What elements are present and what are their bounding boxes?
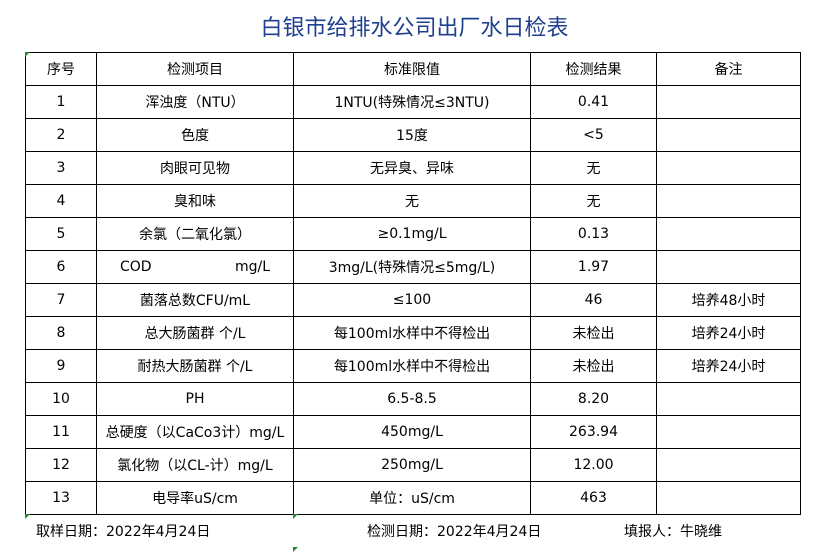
table-cell: 13 [25, 481, 97, 515]
table-cell [656, 415, 801, 449]
table-cell: 11 [25, 415, 97, 449]
table-cell: 培养24小时 [656, 349, 801, 383]
table-cell: 5 [25, 217, 97, 251]
table-cell: 浑浊度（NTU） [96, 85, 294, 119]
table-cell: 3 [25, 151, 97, 185]
table-cell [656, 217, 801, 251]
cell-marker [293, 547, 298, 552]
column-header: 标准限值 [293, 52, 531, 86]
table-cell: 余氯（二氧化氯） [96, 217, 294, 251]
table-row: 12 氯化物（以CL-计）mg/L 250mg/L 12.00 [25, 448, 801, 482]
table-cell: 无 [293, 184, 531, 218]
table-cell: 463 [530, 481, 657, 515]
table-cell: 12 [25, 448, 97, 482]
table-cell [656, 85, 801, 119]
table-cell [656, 448, 801, 482]
table-cell: COD mg/L [96, 250, 294, 284]
table-cell: 菌落总数CFU/mL [96, 283, 294, 317]
table-cell: 未检出 [530, 316, 657, 350]
table-cell: 电导率uS/cm [96, 481, 294, 515]
table-cell: 单位：uS/cm [293, 481, 531, 515]
table-cell: 1NTU(特殊情况≤3NTU) [293, 85, 531, 119]
table-cell [656, 184, 801, 218]
table-cell: 未检出 [530, 349, 657, 383]
sampling-date: 取样日期：2022年4月24日 [36, 524, 211, 540]
header-row: 序号 检测项目 标准限值 检测结果 备注 [25, 52, 801, 86]
table-cell: 色度 [96, 118, 294, 152]
table-cell: 8.20 [530, 382, 657, 416]
table-row: 3 肉眼可见物 无异臭、异味无 [25, 151, 801, 185]
table-cell: 总大肠菌群 个/L [96, 316, 294, 350]
table-row: 8 总大肠菌群 个/L 每100ml水样中不得检出 未检出 培养24小时 [25, 316, 801, 350]
table-cell: 臭和味 [96, 184, 294, 218]
table-cell: 4 [25, 184, 97, 218]
column-header: 检测项目 [96, 52, 294, 86]
table-cell [656, 250, 801, 284]
table-cell: 10 [25, 382, 97, 416]
table-cell: 每100ml水样中不得检出 [293, 349, 531, 383]
table-cell: 250mg/L [293, 448, 531, 482]
table-cell: 9 [25, 349, 97, 383]
table-cell: 6 [25, 250, 97, 284]
table-cell: <5 [530, 118, 657, 152]
table-row: 6 COD mg/L 3mg/L(特殊情况≤5mg/L) 1.97 [25, 250, 801, 284]
table-row: 13 电导率uS/cm 单位：uS/cm 463 [25, 481, 801, 515]
table-cell [656, 151, 801, 185]
table-cell: 263.94 [530, 415, 657, 449]
table-cell: 6.5-8.5 [293, 382, 531, 416]
cell-marker [25, 52, 30, 57]
column-header: 检测结果 [530, 52, 657, 86]
table-cell: 0.13 [530, 217, 657, 251]
table-cell: 肉眼可见物 [96, 151, 294, 185]
table-cell: 12.00 [530, 448, 657, 482]
table-cell: 8 [25, 316, 97, 350]
column-header: 序号 [25, 52, 97, 86]
table-cell: 15度 [293, 118, 531, 152]
table-cell: 450mg/L [293, 415, 531, 449]
table-cell: ≤100 [293, 283, 531, 317]
table-cell: 3mg/L(特殊情况≤5mg/L) [293, 250, 531, 284]
table-row: 1 浑浊度（NTU） 1NTU(特殊情况≤3NTU) 0.41 [25, 85, 801, 119]
table-cell: 无异臭、异味 [293, 151, 531, 185]
page-title: 白银市给排水公司出厂水日检表 [260, 16, 569, 41]
table-row: 11 总硬度（以CaCo3计）mg/L 450mg/L 263.94 [25, 415, 801, 449]
inspection-table: 序号 检测项目 标准限值 检测结果 备注 1 浑浊度（NTU） 1NTU(特殊情况≤3NTU)… [25, 52, 801, 515]
table-row: 7 菌落总数CFU/mL ≤100 46 培养48小时 [25, 283, 801, 317]
table-cell: 2 [25, 118, 97, 152]
cell-marker [25, 514, 30, 519]
cod-label: COD mg/L [120, 259, 270, 275]
table-cell: 每100ml水样中不得检出 [293, 316, 531, 350]
reporter: 填报人：牛晓维 [624, 524, 722, 540]
table-cell: 1 [25, 85, 97, 119]
table-cell [656, 481, 801, 515]
table-row: 9 耐热大肠菌群 个/L 每100ml水样中不得检出 未检出 培养24小时 [25, 349, 801, 383]
table-cell: 1.97 [530, 250, 657, 284]
table-row: 10 PH 6.5-8.5 8.20 [25, 382, 801, 416]
table-cell: 氯化物（以CL-计）mg/L [96, 448, 294, 482]
table-cell: 46 [530, 283, 657, 317]
table-cell: 培养48小时 [656, 283, 801, 317]
table-cell: 无 [530, 151, 657, 185]
table-row: 4 臭和味无无 [25, 184, 801, 218]
table-cell: PH [96, 382, 294, 416]
table-cell: 培养24小时 [656, 316, 801, 350]
table-cell: 0.41 [530, 85, 657, 119]
table-cell: 无 [530, 184, 657, 218]
table-cell: 耐热大肠菌群 个/L [96, 349, 294, 383]
test-date: 检测日期：2022年4月24日 [367, 524, 542, 540]
table-row: 5 余氯（二氧化氯） ≥0.1mg/L 0.13 [25, 217, 801, 251]
table-cell [656, 118, 801, 152]
table-cell: ≥0.1mg/L [293, 217, 531, 251]
column-header: 备注 [656, 52, 801, 86]
table-cell: 总硬度（以CaCo3计）mg/L [96, 415, 294, 449]
cell-marker [293, 514, 298, 519]
table-cell: 7 [25, 283, 97, 317]
table-cell [656, 382, 801, 416]
table-row: 2 色度 15度 <5 [25, 118, 801, 152]
